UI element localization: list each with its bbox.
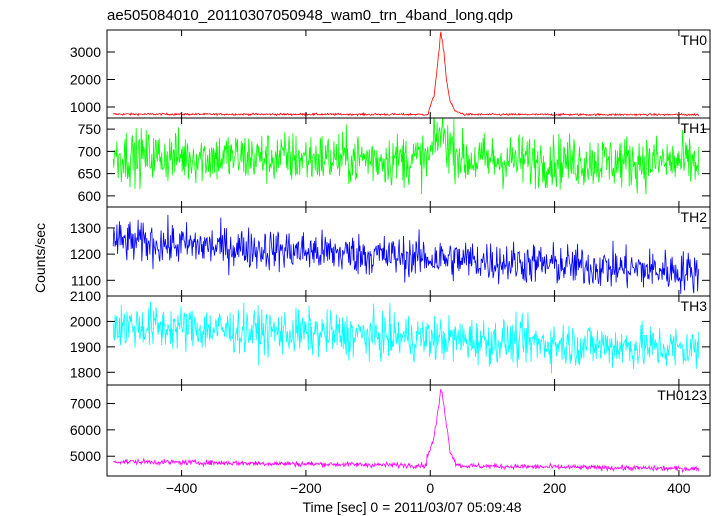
series-line-th1 (112, 118, 700, 195)
y-axis-label: Counts/sec (32, 223, 48, 293)
panel-th0123: 5000 6000 7000 TH0123 (70, 384, 711, 477)
y-tick-label: 700 (78, 143, 102, 159)
panel-th1: 600 650 700 750 TH1 (78, 117, 711, 208)
y-tick-label: 1300 (70, 220, 101, 236)
y-tick-label: 5000 (70, 448, 101, 464)
y-tick-label: 1900 (70, 339, 101, 355)
series-line-th2 (112, 214, 700, 295)
panel-label: TH0 (681, 32, 708, 48)
x-tick-label: −400 (166, 480, 198, 496)
panel-th3: 1800 1900 2000 2100 TH3 (70, 288, 711, 386)
x-axis-label: Time [sec] 0 = 2011/03/07 05:09:48 (302, 499, 521, 515)
y-tick-label: 600 (78, 188, 102, 204)
y-tick-label: 2100 (70, 288, 101, 304)
panel-frame (106, 206, 711, 297)
y-tick-label: 750 (78, 121, 102, 137)
chart-title: ae505084010_20110307050948_wam0_trn_4ban… (107, 7, 513, 24)
x-tick-label: 400 (667, 480, 691, 496)
panel-th0: 1000 2000 3000 TH0 (70, 29, 711, 119)
panel-frame (106, 29, 711, 119)
panel-label: TH2 (681, 209, 708, 225)
y-tick-label: 1100 (71, 272, 101, 288)
x-tick-label: −200 (290, 480, 322, 496)
panel-label: TH0123 (657, 387, 707, 403)
y-tick-label: 2000 (70, 313, 101, 329)
panel-th2: 1100 1200 1300 TH2 (70, 206, 711, 297)
y-tick-label: 3000 (70, 44, 101, 60)
series-line-th0 (113, 31, 700, 117)
series-line-th0123 (113, 389, 700, 474)
series-line-th3 (112, 301, 700, 374)
x-tick-label: 200 (543, 480, 567, 496)
y-tick-label: 650 (78, 166, 102, 182)
y-tick-label: 2000 (70, 72, 101, 88)
panel-label: TH3 (681, 298, 708, 314)
y-tick-label: 6000 (70, 422, 101, 438)
panel-label: TH1 (681, 120, 708, 136)
y-tick-label: 1200 (70, 246, 101, 262)
y-tick-label: 1000 (70, 99, 101, 115)
panel-frame (106, 384, 711, 477)
y-tick-label: 7000 (70, 395, 101, 411)
panel-frame (106, 117, 711, 208)
x-tick-label: 0 (426, 480, 434, 496)
y-tick-label: 1800 (70, 364, 101, 380)
